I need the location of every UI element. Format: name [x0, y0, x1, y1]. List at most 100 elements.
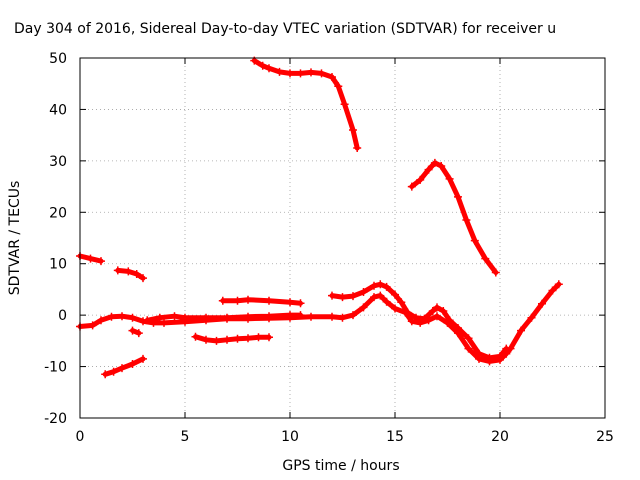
data-point: [296, 311, 305, 320]
data-point: [134, 329, 143, 338]
data-point: [107, 312, 116, 321]
data-point: [170, 312, 179, 321]
y-tick-label: 50: [49, 51, 67, 67]
plot-frame: [79, 57, 606, 419]
data-point: [181, 313, 189, 322]
series-arc-8: [218, 295, 305, 308]
data-point: [265, 64, 273, 73]
y-tick-label: 20: [49, 205, 67, 221]
data-point: [109, 367, 118, 376]
data-point: [328, 73, 336, 81]
data-point: [491, 268, 500, 277]
data-point: [496, 352, 504, 361]
chart-title: Day 304 of 2016, Sidereal Day-to-day VTE…: [14, 21, 556, 37]
x-axis-title: GPS time / hours: [282, 458, 399, 474]
y-tick-label: 40: [49, 102, 67, 118]
data-point: [223, 313, 231, 322]
data-point: [296, 69, 305, 78]
series-arc-1: [76, 252, 105, 266]
data-point: [349, 292, 357, 301]
data-point: [124, 267, 133, 276]
data-point: [118, 312, 126, 321]
data-point: [475, 349, 483, 358]
x-tick-label: 0: [76, 429, 85, 445]
data-point: [265, 296, 273, 305]
x-tick-label: 10: [281, 429, 299, 445]
data-point: [527, 313, 536, 322]
data-point: [548, 286, 557, 295]
x-tick-label: 5: [181, 429, 190, 445]
data-point: [338, 313, 347, 322]
data-point: [437, 162, 446, 170]
data-point: [370, 281, 378, 290]
y-tick-label: 10: [49, 257, 67, 273]
data-point: [275, 67, 284, 76]
data-point: [334, 82, 343, 91]
series-line: [115, 267, 146, 281]
data-point: [244, 334, 252, 343]
data-point: [307, 312, 315, 321]
data-point: [376, 291, 385, 300]
data-point: [233, 334, 242, 343]
series-arc-5: [101, 354, 147, 379]
data-point: [218, 296, 227, 305]
data-point: [349, 311, 357, 320]
data-point: [416, 175, 425, 184]
data-point: [244, 312, 252, 321]
y-tick-label: 0: [58, 308, 67, 324]
data-point: [340, 100, 349, 109]
data-point: [430, 158, 439, 167]
data-point: [428, 307, 437, 315]
data-point: [265, 312, 273, 321]
data-point: [286, 298, 294, 307]
y-axis-title: SDTVAR / TECUs: [7, 181, 23, 296]
data-point: [445, 316, 454, 325]
x-tick-label: 20: [491, 429, 509, 445]
y-tick-label: 30: [49, 154, 67, 170]
data-point: [420, 314, 429, 323]
series-arc-7: [191, 332, 273, 345]
data-point: [202, 335, 210, 344]
series-arc-3: [76, 280, 563, 366]
data-point: [286, 69, 294, 78]
data-point: [101, 370, 110, 379]
data-point: [445, 174, 454, 183]
data-point: [132, 270, 141, 278]
data-point: [485, 353, 494, 362]
x-tick-label: 25: [596, 429, 614, 445]
series-arc-6: [143, 311, 305, 325]
data-point: [517, 326, 525, 335]
data-point: [328, 312, 336, 321]
data-point: [403, 308, 412, 317]
data-point: [391, 304, 399, 313]
data-point: [307, 68, 315, 77]
data-point: [502, 344, 511, 353]
data-point: [538, 299, 546, 308]
data-point: [128, 326, 137, 335]
data-point: [353, 144, 362, 152]
series-arc-11: [407, 158, 500, 277]
data-point: [113, 266, 122, 275]
data-point: [382, 297, 391, 306]
data-point: [470, 236, 479, 245]
data-point: [191, 332, 200, 341]
data-point: [296, 299, 305, 308]
data-point: [554, 280, 563, 289]
data-point: [86, 254, 95, 263]
data-point: [433, 303, 441, 312]
series-arc-4: [128, 326, 143, 338]
data-point: [454, 324, 462, 332]
data-point: [462, 216, 471, 224]
data-point: [376, 280, 385, 289]
data-point: [160, 318, 168, 327]
y-tick-label: -20: [44, 411, 67, 427]
data-point: [143, 316, 152, 325]
data-point: [464, 334, 473, 343]
axis-ticks: 0 5 10 15 20 25 -20 -10 0 10 20 30 40 50: [44, 51, 614, 445]
data-point: [128, 360, 137, 368]
data-point: [139, 354, 147, 363]
data-point: [359, 303, 368, 312]
data-point: [424, 165, 433, 174]
